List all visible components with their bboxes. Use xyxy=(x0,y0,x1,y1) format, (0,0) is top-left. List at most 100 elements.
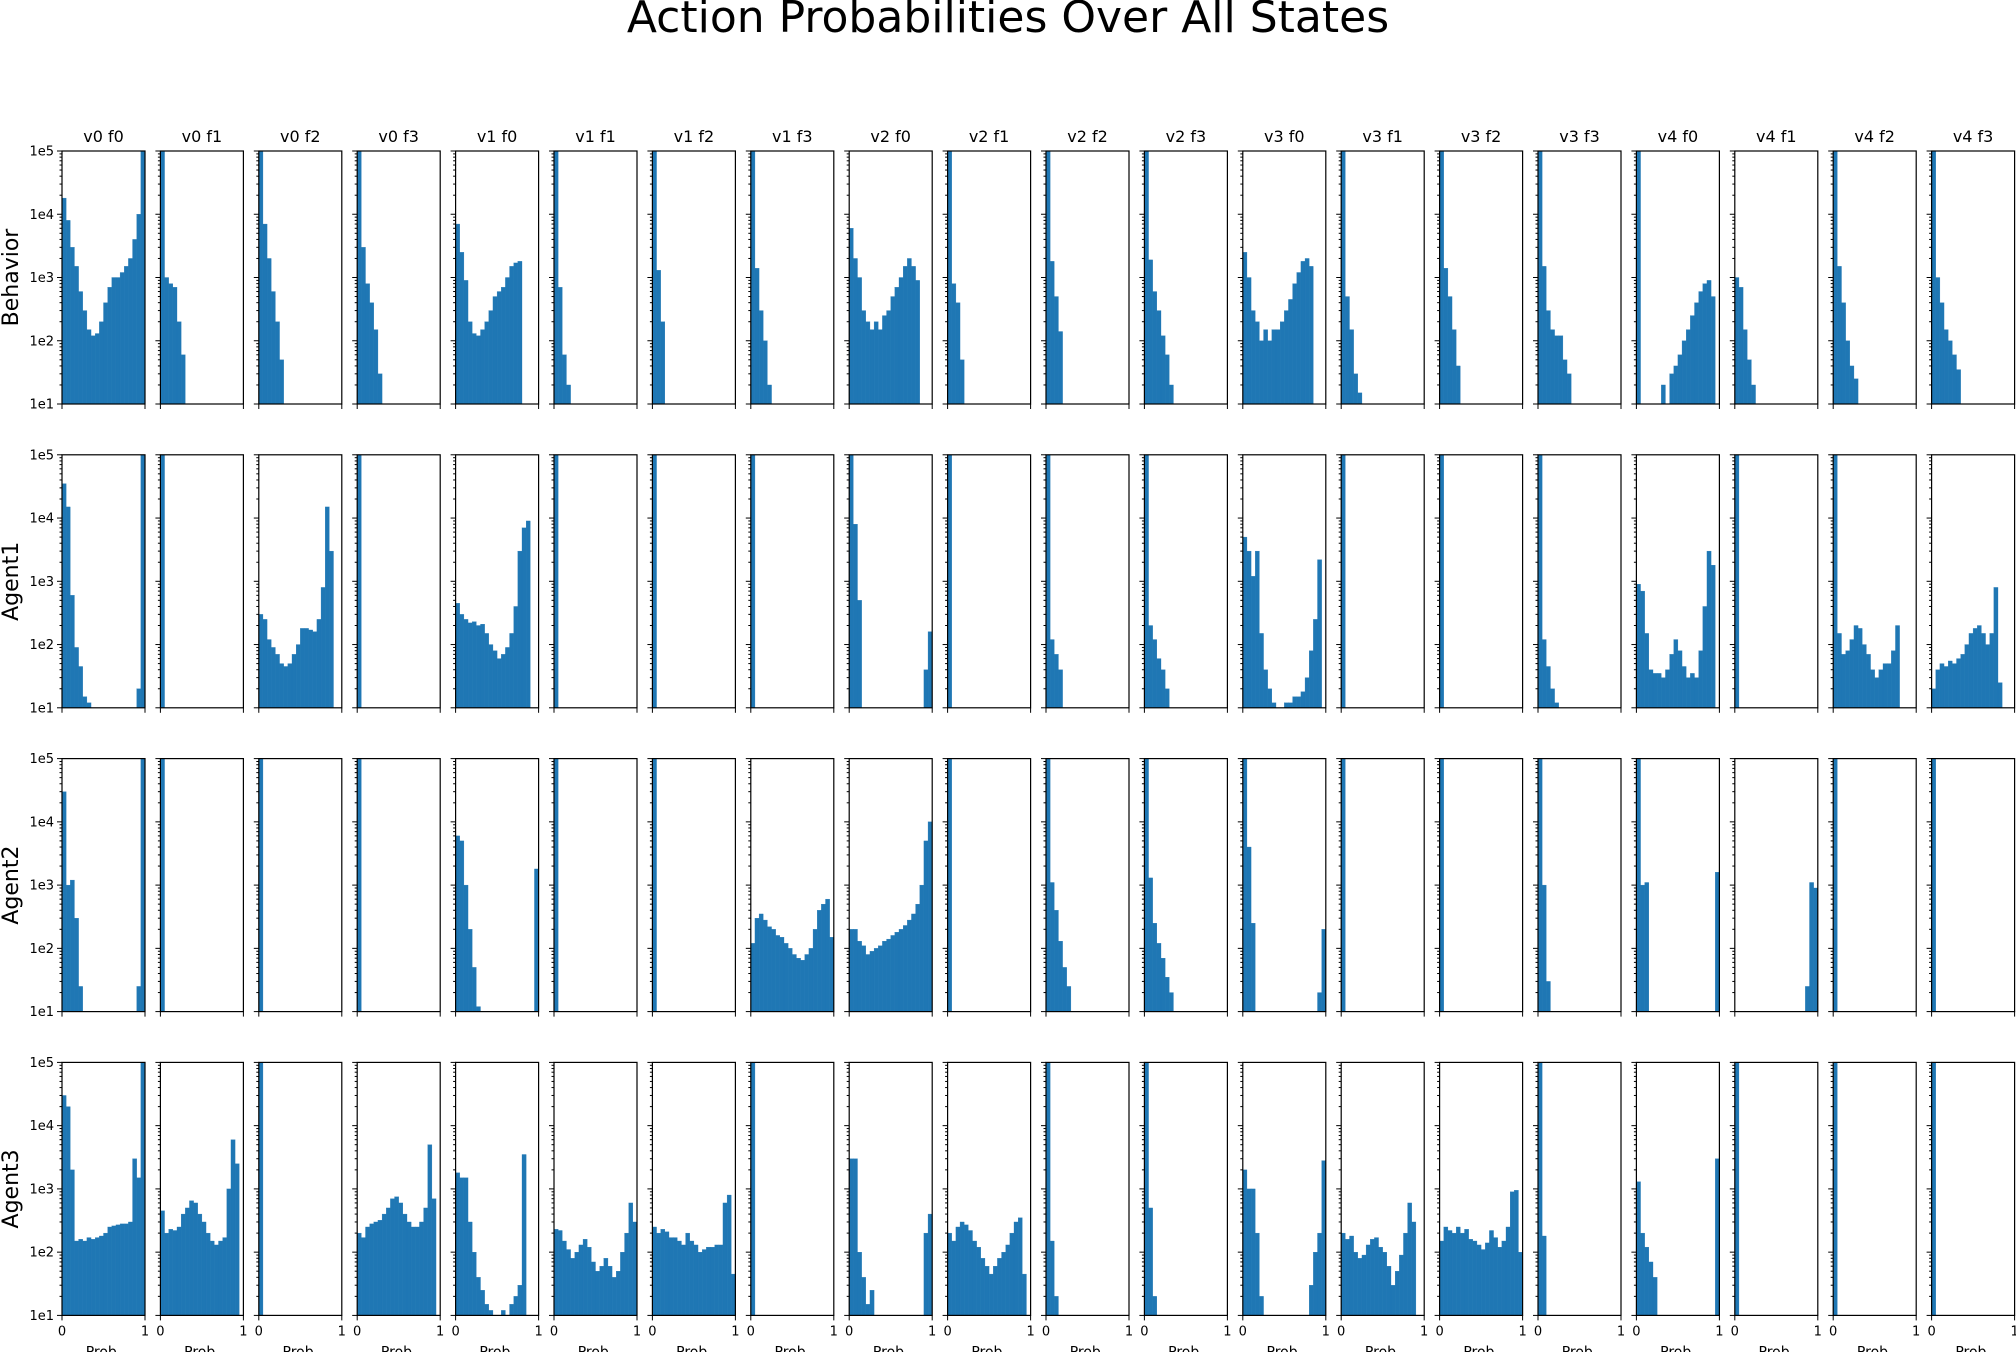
histogram-bar xyxy=(1005,1244,1011,1316)
histogram-bar xyxy=(1009,1232,1015,1316)
x-axis-label: Prob. xyxy=(1660,1344,1696,1352)
histogram-bar xyxy=(857,277,862,405)
histogram-bar xyxy=(258,1062,264,1316)
x-tick-label: 1 xyxy=(1223,1324,1231,1339)
histogram-bar xyxy=(907,919,912,1012)
histogram-bar xyxy=(1451,1232,1457,1316)
histogram-bar xyxy=(168,283,173,405)
histogram-bar xyxy=(1935,277,1941,405)
histogram-bar xyxy=(386,1207,391,1316)
histogram-bar xyxy=(553,758,559,1012)
histogram-bar xyxy=(779,937,785,1012)
histogram-bar xyxy=(1148,259,1153,405)
histogram-bar xyxy=(517,261,523,405)
histogram-bar xyxy=(1054,654,1059,708)
histogram-bar xyxy=(693,1244,699,1316)
histogram-bar xyxy=(1378,1246,1383,1316)
histogram-bar xyxy=(792,954,797,1012)
histogram-bar xyxy=(357,758,362,1012)
histogram-bar xyxy=(927,1213,933,1316)
histogram-bar xyxy=(758,310,764,405)
panel-behavior-v3-f0: v3 f0 xyxy=(1237,127,1327,409)
x-tick-label: 1 xyxy=(1518,1324,1526,1339)
panel-frame xyxy=(651,757,737,1013)
histogram-bar xyxy=(410,1226,416,1316)
histogram-bar xyxy=(381,1213,387,1316)
column-label: v2 f3 xyxy=(1166,127,1207,146)
histogram-bar xyxy=(472,333,477,405)
histogram-bar xyxy=(1943,329,1949,405)
x-tick-label: 0 xyxy=(353,1324,361,1339)
histogram-bar xyxy=(193,1202,198,1316)
histogram-bar xyxy=(1152,291,1157,405)
histogram-bar xyxy=(1160,958,1166,1012)
histogram-bar xyxy=(1546,981,1551,1012)
histogram-bar xyxy=(472,1252,477,1316)
histogram-bar xyxy=(1300,261,1306,405)
histogram-bar xyxy=(1636,758,1641,1012)
histogram-bar xyxy=(1152,923,1157,1012)
histogram-bar xyxy=(279,359,284,405)
histogram-bar xyxy=(517,550,523,708)
histogram-bar xyxy=(882,315,887,405)
histogram-bar xyxy=(222,1237,227,1316)
histogram-bar xyxy=(1156,310,1162,405)
x-tick-label: 1 xyxy=(1026,1324,1034,1339)
column-label: v2 f0 xyxy=(870,127,911,146)
histogram-bar xyxy=(677,1240,682,1316)
histogram-bar xyxy=(878,945,883,1012)
histogram-bar xyxy=(553,1229,559,1316)
histogram-bar xyxy=(1018,1217,1023,1316)
histogram-bar xyxy=(947,454,952,708)
histogram-bar xyxy=(553,150,559,405)
histogram-bar xyxy=(136,214,141,405)
panel-behavior-v0-f1: v0 f1 xyxy=(155,127,244,409)
histogram-bar xyxy=(480,1290,485,1316)
histogram-bar xyxy=(903,266,908,405)
histogram-bar xyxy=(1255,321,1260,405)
histogram-bar xyxy=(1857,628,1863,708)
histogram-bar xyxy=(1321,929,1326,1012)
x-axis-label: Prob. xyxy=(381,1344,417,1352)
column-label: v3 f1 xyxy=(1362,127,1403,146)
histogram-bar xyxy=(1250,923,1256,1012)
histogram-bar xyxy=(731,1273,736,1316)
x-tick-label: 0 xyxy=(156,1324,164,1339)
panel-agent3-v1-f0: 0 1 Prob. xyxy=(450,1061,543,1352)
histogram-bar xyxy=(1045,454,1051,708)
histogram-bar xyxy=(1395,1271,1400,1316)
histogram-bar xyxy=(570,1258,575,1316)
histogram-bar xyxy=(373,329,379,405)
histogram-bar xyxy=(1390,1285,1396,1316)
y-tick-label: 1e4 xyxy=(29,1119,54,1134)
histogram-bar xyxy=(136,986,141,1012)
histogram-bar xyxy=(476,1006,481,1012)
histogram-bar xyxy=(660,1229,666,1316)
histogram-bar xyxy=(1317,559,1322,708)
panel-agent1-v1-f1 xyxy=(549,454,638,713)
histogram-bar xyxy=(140,150,146,405)
y-tick-label: 1e5 xyxy=(29,145,54,160)
column-label: v3 f0 xyxy=(1264,127,1305,146)
histogram-bar xyxy=(1456,365,1461,405)
y-tick-label: 1e4 xyxy=(29,512,54,527)
histogram-bar xyxy=(1267,340,1272,405)
histogram-bar xyxy=(1648,1261,1654,1316)
histogram-bar xyxy=(587,1246,592,1316)
histogram-bar xyxy=(628,1202,634,1316)
y-tick-label: 1e5 xyxy=(29,752,54,767)
histogram-bar xyxy=(505,647,510,708)
histogram-bar xyxy=(1514,1190,1519,1316)
histogram-bar xyxy=(796,958,801,1012)
histogram-bar xyxy=(1148,877,1153,1012)
histogram-bar xyxy=(172,287,178,405)
histogram-bar xyxy=(1537,454,1543,708)
histogram-bar xyxy=(1464,1229,1469,1316)
histogram-bar xyxy=(1242,252,1248,405)
histogram-bar xyxy=(1309,1285,1314,1316)
histogram-bar xyxy=(1644,633,1649,708)
histogram-bar xyxy=(1870,669,1875,708)
histogram-bar xyxy=(697,1252,703,1316)
column-label: v0 f3 xyxy=(378,127,419,146)
histogram-bar xyxy=(1706,550,1712,708)
